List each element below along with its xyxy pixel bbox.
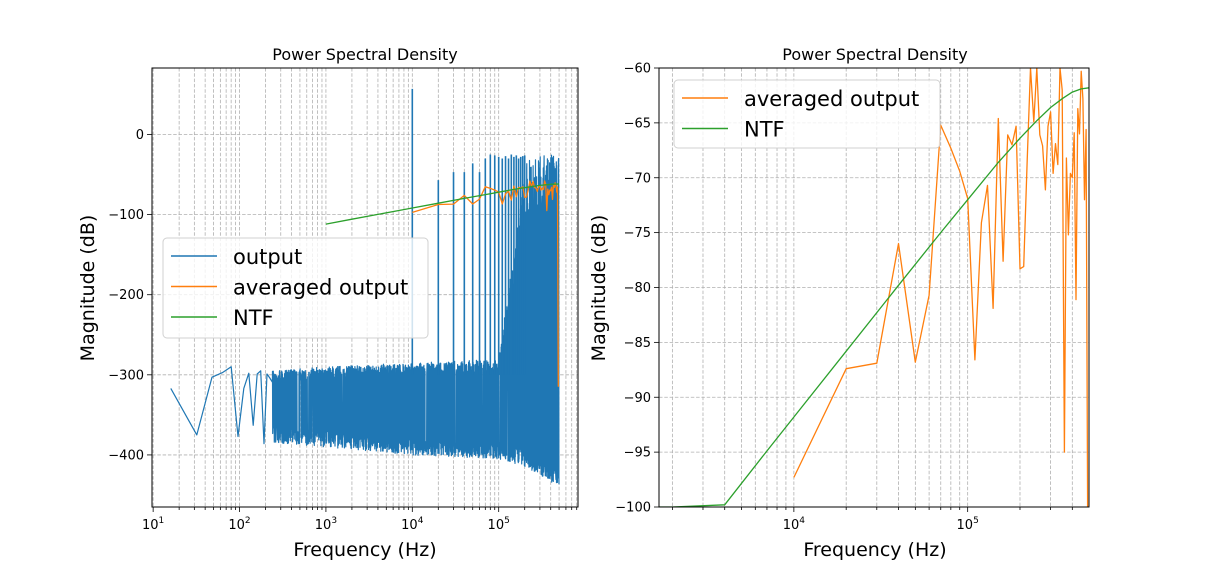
axes-frame [151,67,579,508]
x-tick-exponent: 1 [159,516,165,526]
y-tick-label: −65 [624,116,651,131]
ntf-line [325,183,560,225]
x-tick-label: 105 [957,516,979,533]
x-tick-label: 104 [783,516,806,533]
y-tick-label: −100 [615,501,651,516]
plot-area [170,88,560,485]
output-line [170,154,560,485]
right-ylabel: Magnitude (dB) [588,215,610,362]
legend: averaged output NTF [673,79,941,149]
left-title: Power Spectral Density [272,45,457,64]
x-tick-exponent: 2 [245,516,251,526]
legend-label: averaged output [233,276,408,300]
legend: output averaged output NTF [162,237,429,339]
averaged-output-line [793,68,1089,507]
y-tick-label: −75 [624,226,651,241]
legend-box [673,79,941,149]
y-tick-label: −300 [108,368,144,383]
x-tick-exponent: 3 [331,516,337,526]
x-tick-exponent: 4 [799,516,805,526]
left-ylabel: Magnitude (dB) [77,215,99,362]
x-tick-label: 104 [401,516,424,533]
left-axes: Power Spectral Density Frequency (Hz) Ma… [77,45,579,561]
y-tick-label: −70 [624,171,651,186]
y-tick-label: −400 [108,448,144,463]
right-axes: Power Spectral Density Frequency (Hz) Ma… [588,45,1090,561]
y-tick-label: −100 [108,208,144,223]
legend-label: NTF [744,118,785,142]
x-tick-exponent: 4 [418,516,424,526]
x-tick-label: 105 [488,516,510,533]
x-tick-exponent: 5 [504,516,510,526]
x-tick-label: 101 [142,516,164,533]
grid [659,67,1089,508]
y-tick-label: −60 [624,62,651,77]
x-tick-label: 103 [315,516,337,533]
averaged-output-line [412,180,559,387]
left-xlabel: Frequency (Hz) [293,539,436,561]
x-tick-label: 102 [228,516,250,533]
y-tick-label: −95 [624,446,651,461]
plot-area [659,68,1089,507]
right-title: Power Spectral Density [782,45,967,64]
legend-label: averaged output [744,87,919,111]
y-tick-label: −200 [108,288,144,303]
axes-frame [658,67,1090,508]
legend-label: output [233,245,302,269]
ntf-line [659,87,1089,507]
legend-label: NTF [233,306,274,330]
y-tick-label: 0 [136,128,144,143]
right-xlabel: Frequency (Hz) [803,539,946,561]
y-tick-label: −80 [624,281,651,296]
y-tick-label: −90 [624,391,651,406]
legend-box [162,237,429,339]
x-tick-exponent: 5 [973,516,979,526]
y-tick-label: −85 [624,336,651,351]
